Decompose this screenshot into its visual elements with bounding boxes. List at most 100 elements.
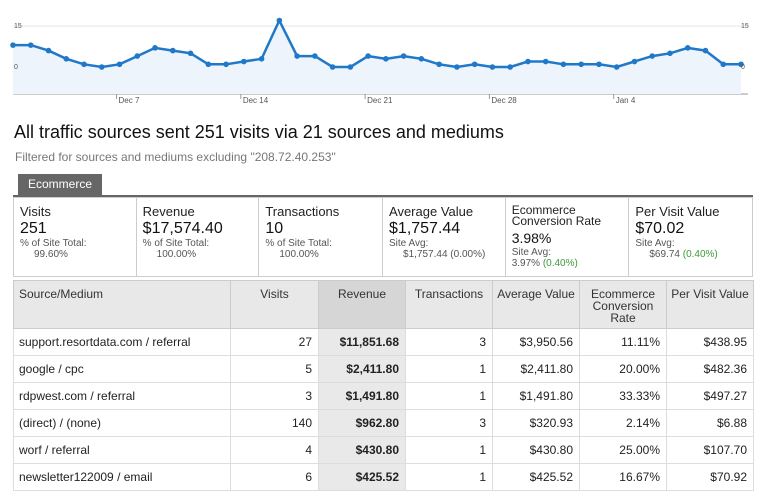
metric-revenue[interactable]: Revenue $17,574.40 % of Site Total: 100.…	[137, 198, 260, 276]
data-point[interactable]	[365, 53, 371, 59]
metric-per-visit-value[interactable]: Per Visit Value $70.02 Site Avg: $69.74 …	[629, 198, 752, 276]
cell-revenue: $430.80	[318, 436, 406, 464]
cell-average-value: $1,491.80	[492, 382, 580, 410]
x-tick-label: Dec 14	[243, 96, 269, 105]
cell-revenue: $11,851.68	[318, 328, 406, 356]
data-point[interactable]	[720, 61, 727, 68]
data-point[interactable]	[223, 61, 229, 68]
cell-transactions: 3	[405, 328, 493, 356]
data-point[interactable]	[667, 50, 673, 57]
data-point[interactable]	[116, 61, 123, 68]
data-point[interactable]	[489, 64, 496, 70]
data-point[interactable]	[27, 42, 34, 48]
data-point[interactable]	[418, 55, 425, 62]
column-header-source-medium[interactable]: Source/Medium	[13, 280, 231, 329]
metric-label: Per Visit Value	[635, 204, 720, 219]
data-point[interactable]	[613, 64, 620, 70]
cell-per-visit-value: $482.36	[666, 355, 754, 383]
metric-conversion-rate[interactable]: Ecommerce Conversion Rate 3.98% Site Avg…	[506, 198, 630, 276]
metric-label: Transactions	[265, 204, 340, 219]
data-point[interactable]	[152, 45, 158, 51]
data-point[interactable]	[542, 58, 549, 65]
source-medium-link[interactable]: support.resortdata.com / referral	[13, 328, 231, 356]
y-tick-right: 0	[741, 64, 745, 71]
source-medium-link[interactable]: google / cpc	[13, 355, 231, 383]
data-point[interactable]	[134, 53, 141, 59]
data-point[interactable]	[471, 61, 478, 68]
source-medium-link[interactable]: worf / referral	[13, 436, 231, 464]
cell-visits: 27	[230, 328, 319, 356]
column-header-transactions[interactable]: Transactions	[405, 280, 493, 329]
data-point[interactable]	[649, 53, 656, 59]
data-point[interactable]	[578, 61, 584, 68]
data-point[interactable]	[63, 55, 70, 62]
data-point[interactable]	[10, 42, 16, 48]
data-point[interactable]	[45, 47, 52, 54]
metric-visits[interactable]: Visits 251 % of Site Total: 99.60%	[14, 198, 137, 276]
data-point[interactable]	[294, 53, 300, 59]
column-header-visits[interactable]: Visits	[230, 280, 319, 329]
metric-sub-label: Site Avg:	[389, 238, 429, 249]
data-point[interactable]	[329, 64, 336, 70]
data-point[interactable]	[507, 64, 513, 70]
table-row: newsletter122009 / email 6 $425.52 1 $42…	[13, 463, 754, 491]
data-point[interactable]	[276, 17, 283, 24]
data-point[interactable]	[738, 61, 744, 68]
data-point[interactable]	[205, 61, 212, 68]
metric-sub-label: % of Site Total:	[20, 238, 87, 249]
column-header-average-value[interactable]: Average Value	[492, 280, 580, 329]
data-point[interactable]	[560, 61, 567, 68]
x-tick-label: Dec 21	[367, 96, 393, 105]
data-point[interactable]	[454, 64, 460, 70]
metric-label: Average Value	[389, 204, 474, 219]
metric-transactions[interactable]: Transactions 10 % of Site Total: 100.00%	[259, 198, 384, 276]
data-point[interactable]	[258, 55, 265, 62]
data-point[interactable]	[436, 61, 442, 68]
cell-visits: 5	[230, 355, 319, 383]
data-point[interactable]	[525, 58, 531, 65]
data-point[interactable]	[241, 58, 247, 65]
data-point[interactable]	[170, 47, 176, 54]
data-point[interactable]	[187, 50, 194, 57]
cell-conversion-rate: 20.00%	[579, 355, 667, 383]
metric-value: $17,574.40	[142, 220, 223, 237]
data-point[interactable]	[684, 45, 691, 51]
data-point[interactable]	[631, 58, 638, 65]
data-point[interactable]	[383, 55, 389, 62]
source-medium-link[interactable]: newsletter122009 / email	[13, 463, 231, 491]
page-title: All traffic sources sent 251 visits via …	[14, 122, 504, 142]
tab-ecommerce[interactable]: Ecommerce	[18, 174, 103, 195]
source-medium-link[interactable]: rdpwest.com / referral	[13, 382, 231, 410]
column-header-conversion-rate[interactable]: Ecommerce Conversion Rate	[579, 280, 667, 329]
data-point[interactable]	[400, 53, 407, 59]
cell-conversion-rate: 16.67%	[579, 463, 667, 491]
cell-transactions: 1	[405, 463, 493, 491]
cell-conversion-rate: 2.14%	[579, 409, 667, 437]
cell-per-visit-value: $497.27	[666, 382, 754, 410]
metric-average-value[interactable]: Average Value $1,757.44 Site Avg: $1,757…	[383, 198, 506, 276]
metric-label: Visits	[20, 204, 51, 219]
source-medium-link[interactable]: (direct) / (none)	[13, 409, 231, 437]
metric-value: 10	[265, 220, 284, 237]
metric-sub-label: % of Site Total:	[265, 238, 332, 249]
x-tick-label: Dec 7	[119, 96, 140, 105]
tab-bar: Ecommerce	[13, 174, 753, 198]
column-header-per-visit-value[interactable]: Per Visit Value	[666, 280, 754, 329]
data-point[interactable]	[596, 61, 602, 68]
data-point[interactable]	[347, 64, 354, 70]
metric-sub-value: 100.00%	[279, 249, 319, 260]
data-point[interactable]	[312, 53, 318, 59]
data-point[interactable]	[702, 47, 709, 54]
cell-transactions: 1	[405, 382, 493, 410]
cell-visits: 4	[230, 436, 319, 464]
metric-value: 251	[20, 220, 47, 237]
data-point[interactable]	[98, 64, 105, 70]
metric-sub-value: 3.97% (0.40%)	[511, 258, 578, 269]
y-tick-left: 15	[14, 23, 22, 30]
metric-value: 3.98%	[511, 230, 552, 246]
data-point[interactable]	[81, 61, 87, 68]
filter-description: Filtered for sources and mediums excludi…	[15, 150, 336, 164]
column-header-revenue[interactable]: Revenue	[318, 280, 406, 329]
cell-average-value: $425.52	[492, 463, 580, 491]
cell-average-value: $320.93	[492, 409, 580, 437]
